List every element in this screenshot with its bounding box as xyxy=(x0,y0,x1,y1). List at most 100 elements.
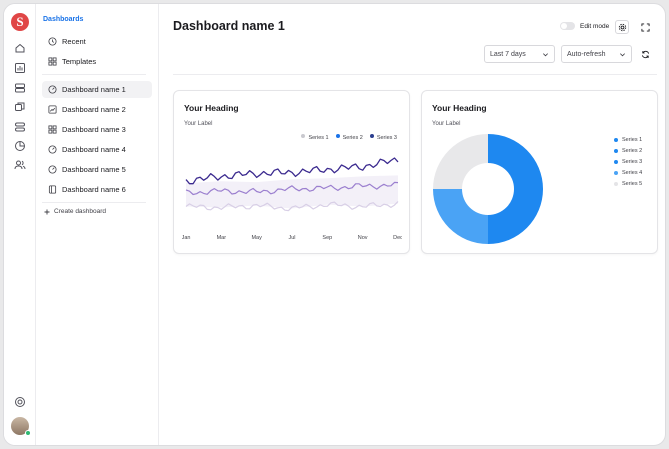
legend-item[interactable]: Series 3 xyxy=(369,134,397,141)
gauge-icon xyxy=(48,165,57,174)
legend-swatch xyxy=(301,134,306,138)
series-line-3 xyxy=(185,157,399,185)
refresh-icon xyxy=(641,50,649,58)
legend-item[interactable]: Series 1 xyxy=(301,134,329,141)
legend-label: Series 5 xyxy=(622,180,643,187)
sidebar-section-title: Dashboards xyxy=(43,16,84,23)
settings-button[interactable] xyxy=(615,20,629,34)
support-icon[interactable] xyxy=(14,396,26,408)
dashboards-sidebar: Dashboards Recent Templates Dashboard na… xyxy=(36,4,159,445)
page-title: Dashboard name 1 xyxy=(173,19,285,33)
chart-legend: Series 1 Series 2 Series 3 Series 4 Series 5 xyxy=(614,134,642,189)
grid-icon xyxy=(48,57,57,66)
legend-label: Series 4 xyxy=(622,169,643,176)
sidebar-item-label: Dashboard name 5 xyxy=(62,165,126,174)
series-line-2 xyxy=(185,181,399,196)
x-tick-label: May xyxy=(251,235,262,241)
header-divider xyxy=(173,74,657,75)
home-icon[interactable] xyxy=(14,42,26,54)
gear-icon xyxy=(618,23,626,31)
x-tick-label: Jan xyxy=(182,235,190,241)
chevron-down-icon xyxy=(620,53,625,57)
legend-swatch xyxy=(614,159,618,164)
edit-mode-label: Edit mode xyxy=(580,22,610,30)
sidebar-item-recent[interactable]: Recent xyxy=(42,33,152,50)
legend-label: Series 1 xyxy=(308,135,329,141)
series-band xyxy=(186,175,398,209)
sidebar-item-dashboard-4[interactable]: Dashboard name 4 xyxy=(42,141,152,158)
toggle-switch[interactable] xyxy=(560,22,575,30)
create-dashboard-label: Create dashboard xyxy=(54,208,107,215)
sidebar-item-dashboard-3[interactable]: Dashboard name 3 xyxy=(42,121,152,138)
grid-icon xyxy=(48,125,57,134)
legend-label: Series 2 xyxy=(342,135,363,141)
legend-swatch xyxy=(369,134,374,138)
sidebar-item-label: Dashboard name 1 xyxy=(62,85,126,94)
pie-icon[interactable] xyxy=(14,140,26,152)
series-line-1 xyxy=(185,201,399,212)
sidebar-item-label: Dashboard name 3 xyxy=(62,125,126,134)
legend-item[interactable]: Series 2 xyxy=(614,145,642,156)
bar-chart-icon[interactable] xyxy=(14,62,26,74)
app-window: S Dashboards R xyxy=(3,3,666,446)
book-icon xyxy=(48,185,57,194)
edit-mode-toggle[interactable]: Edit mode xyxy=(560,22,609,30)
legend-item[interactable]: Series 4 xyxy=(614,167,642,178)
x-tick-label: Jul xyxy=(288,235,295,241)
app-logo[interactable]: S xyxy=(11,13,29,31)
plus-icon xyxy=(44,209,50,214)
main-content: Dashboard name 1 Edit mode Last 7 days A… xyxy=(160,4,665,445)
avatar[interactable] xyxy=(11,417,31,436)
refresh-button[interactable] xyxy=(638,47,652,61)
sidebar-item-dashboard-5[interactable]: Dashboard name 5 xyxy=(42,161,152,178)
card-label: Your Label xyxy=(184,121,213,127)
sidebar-item-label: Recent xyxy=(62,37,86,46)
legend-swatch xyxy=(614,137,618,142)
legend-label: Series 2 xyxy=(622,147,643,154)
server-icon[interactable] xyxy=(14,82,26,94)
legend-swatch xyxy=(614,148,618,153)
donut-chart xyxy=(433,134,543,244)
auto-refresh-value: Auto-refresh xyxy=(567,50,606,58)
copy-icon[interactable] xyxy=(14,101,26,113)
card-heading: Your Heading xyxy=(184,103,239,113)
users-icon[interactable] xyxy=(14,159,26,171)
date-range-select[interactable]: Last 7 days xyxy=(484,45,555,63)
line-chart-card: Your Heading Your Label Series 1 Series 2… xyxy=(173,90,410,254)
sidebar-item-label: Dashboard name 2 xyxy=(62,105,126,114)
gauge-icon xyxy=(48,85,57,94)
legend-label: Series 3 xyxy=(376,135,397,141)
sidebar-item-templates[interactable]: Templates xyxy=(42,53,152,70)
legend-swatch xyxy=(614,170,618,175)
chevron-down-icon xyxy=(543,53,548,57)
donut-slice-5[interactable] xyxy=(433,134,488,189)
icon-rail: S xyxy=(4,4,36,445)
x-tick-label: Nov xyxy=(358,235,368,241)
toggles-icon[interactable] xyxy=(14,121,26,133)
auto-refresh-select[interactable]: Auto-refresh xyxy=(561,45,632,63)
online-status-dot xyxy=(25,430,31,436)
date-range-value: Last 7 days xyxy=(490,50,526,58)
donut-slice-1[interactable] xyxy=(488,134,543,244)
sidebar-item-label: Templates xyxy=(62,57,97,66)
legend-item[interactable]: Series 2 xyxy=(335,134,363,141)
sidebar-item-label: Dashboard name 6 xyxy=(62,185,126,194)
sidebar-item-dashboard-1[interactable]: Dashboard name 1 xyxy=(42,81,152,98)
fullscreen-button[interactable] xyxy=(638,20,652,34)
card-label: Your Label xyxy=(432,121,461,127)
gauge-icon xyxy=(48,145,57,154)
sidebar-item-dashboard-6[interactable]: Dashboard name 6 xyxy=(42,181,152,198)
create-dashboard-button[interactable]: Create dashboard xyxy=(44,208,106,215)
legend-item[interactable]: Series 5 xyxy=(614,178,642,189)
legend-item[interactable]: Series 1 xyxy=(614,134,642,145)
legend-label: Series 3 xyxy=(622,158,643,165)
legend-item[interactable]: Series 3 xyxy=(614,156,642,167)
sidebar-item-dashboard-2[interactable]: Dashboard name 2 xyxy=(42,101,152,118)
x-tick-label: Mar xyxy=(217,235,227,241)
chart-legend: Series 1 Series 2 Series 3 xyxy=(301,134,397,141)
sidebar-item-label: Dashboard name 4 xyxy=(62,145,126,154)
chart-line-icon xyxy=(48,105,57,114)
legend-label: Series 1 xyxy=(622,136,643,143)
clock-icon xyxy=(48,37,57,46)
donut-slice-2[interactable] xyxy=(433,189,488,244)
